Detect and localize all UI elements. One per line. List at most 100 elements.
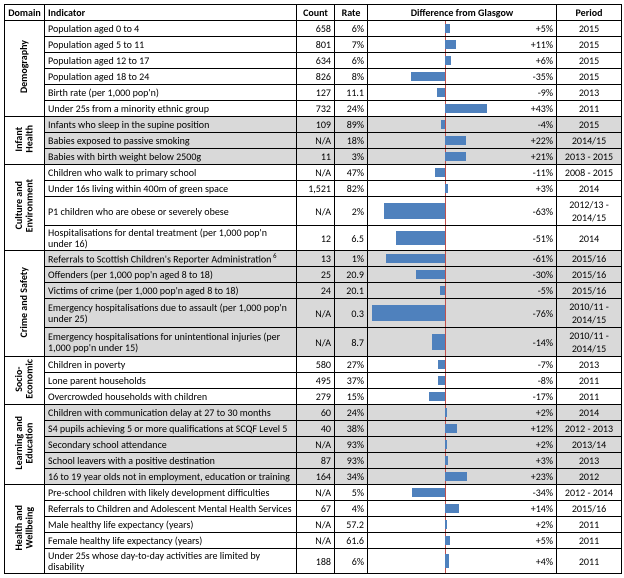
rate-cell: 8% [335,69,368,85]
diff-bar-cell [368,328,523,357]
diff-value-cell: +4% [523,549,557,574]
rate-cell: 8.7 [335,328,368,357]
rate-cell: 2% [335,197,368,226]
count-cell: N/A [297,533,335,549]
domain-label: Socio- Economic [5,357,45,405]
table-row: School leavers with a positive destinati… [5,453,622,469]
indicator-cell: Infants who sleep in the supine position [45,117,297,133]
domain-label: Health and Wellbeing [5,485,45,574]
rate-cell: 47% [335,165,368,181]
table-row: Babies exposed to passive smokingN/A18%+… [5,133,622,149]
indicator-cell: Under 25s from a minority ethnic group [45,101,297,117]
rate-cell: 20.9 [335,267,368,283]
indicator-cell: Under 16s living within 400m of green sp… [45,181,297,197]
table-row: Offenders (per 1,000 pop'n aged 8 to 18)… [5,267,622,283]
count-cell: 634 [297,53,335,69]
table-row: DemographyPopulation aged 0 to 46586%+5%… [5,21,622,37]
period-cell: 2012 [557,469,622,485]
diff-bar [437,88,446,97]
count-cell: 188 [297,549,335,574]
diff-bar-cell [368,453,523,469]
diff-bar [372,305,445,322]
count-cell: N/A [297,299,335,328]
period-cell: 2011 [557,389,622,405]
diff-bar [445,456,448,465]
diff-bar [445,56,451,65]
count-cell: N/A [297,437,335,453]
count-cell: N/A [297,328,335,357]
table-row: Under 25s whose day-to-day activities ar… [5,549,622,574]
diff-value-cell: -14% [523,328,557,357]
domain-label: Learning and Education [5,405,45,485]
diff-value-cell: -17% [523,389,557,405]
rate-cell: 5% [335,485,368,501]
diff-bar [445,136,466,145]
period-cell: 2015/16 [557,251,622,267]
rate-cell: 24% [335,405,368,421]
indicator-cell: Birth rate (per 1,000 pop'n) [45,85,297,101]
table-row: Referrals to Children and Adolescent Men… [5,501,622,517]
indicator-cell: School leavers with a positive destinati… [45,453,297,469]
count-cell: 580 [297,357,335,373]
period-cell: 2013 - 2015 [557,149,622,165]
diff-value-cell: -35% [523,69,557,85]
domain-label: Crime and Safety [5,251,45,357]
rate-cell: 15% [335,389,368,405]
header-count: Count [297,5,335,21]
diff-bar [445,104,487,113]
table-row: 16 to 19 year olds not in employment, ed… [5,469,622,485]
period-cell: 2011 [557,517,622,533]
rate-cell: 37% [335,373,368,389]
count-cell: 67 [297,501,335,517]
count-cell: 732 [297,101,335,117]
indicator-cell: Emergency hospitalisations due to assaul… [45,299,297,328]
diff-value-cell: +3% [523,181,557,197]
table-row: Secondary school attendanceN/A93%+2%2013… [5,437,622,453]
diff-value-cell: -4% [523,117,557,133]
count-cell: 40 [297,421,335,437]
rate-cell: 38% [335,421,368,437]
diff-bar-cell [368,21,523,37]
period-cell: 2010/11 - 2014/15 [557,328,622,357]
indicator-cell: Under 25s whose day-to-day activities ar… [45,549,297,574]
count-cell: 109 [297,117,335,133]
diff-value-cell: -7% [523,357,557,373]
count-cell: 13 [297,251,335,267]
diff-value-cell: +2% [523,405,557,421]
count-cell: 24 [297,283,335,299]
period-cell: 2012/13 - 2014/15 [557,197,622,226]
period-cell: 2013 [557,453,622,469]
diff-bar-cell [368,357,523,373]
diff-bar-cell [368,69,523,85]
count-cell: N/A [297,133,335,149]
count-cell: 826 [297,69,335,85]
header-indicator: Indicator [45,5,297,21]
count-cell: N/A [297,517,335,533]
indicator-cell: 16 to 19 year olds not in employment, ed… [45,469,297,485]
diff-value-cell: -9% [523,85,557,101]
rate-cell: 24% [335,101,368,117]
rate-cell: 6.5 [335,226,368,251]
rate-cell: 93% [335,453,368,469]
diff-bar-cell [368,53,523,69]
diff-bar-cell [368,501,523,517]
count-cell: 25 [297,267,335,283]
diff-bar [429,392,445,401]
diff-value-cell: -11% [523,165,557,181]
diff-bar [445,472,467,481]
table-row: Population aged 5 to 118017%+11%2015 [5,37,622,53]
diff-value-cell: -30% [523,267,557,283]
indicator-cell: Babies exposed to passive smoking [45,133,297,149]
rate-cell: 11.1 [335,85,368,101]
count-cell: N/A [297,197,335,226]
diff-bar [445,40,456,49]
count-cell: 164 [297,469,335,485]
diff-bar [438,360,445,369]
diff-bar-cell [368,226,523,251]
table-row: Population aged 18 to 248268%-35%2015 [5,69,622,85]
diff-value-cell: +3% [523,453,557,469]
diff-bar-cell [368,437,523,453]
period-cell: 2014 [557,226,622,251]
table-row: P1 children who are obese or severely ob… [5,197,622,226]
period-cell: 2013 [557,85,622,101]
